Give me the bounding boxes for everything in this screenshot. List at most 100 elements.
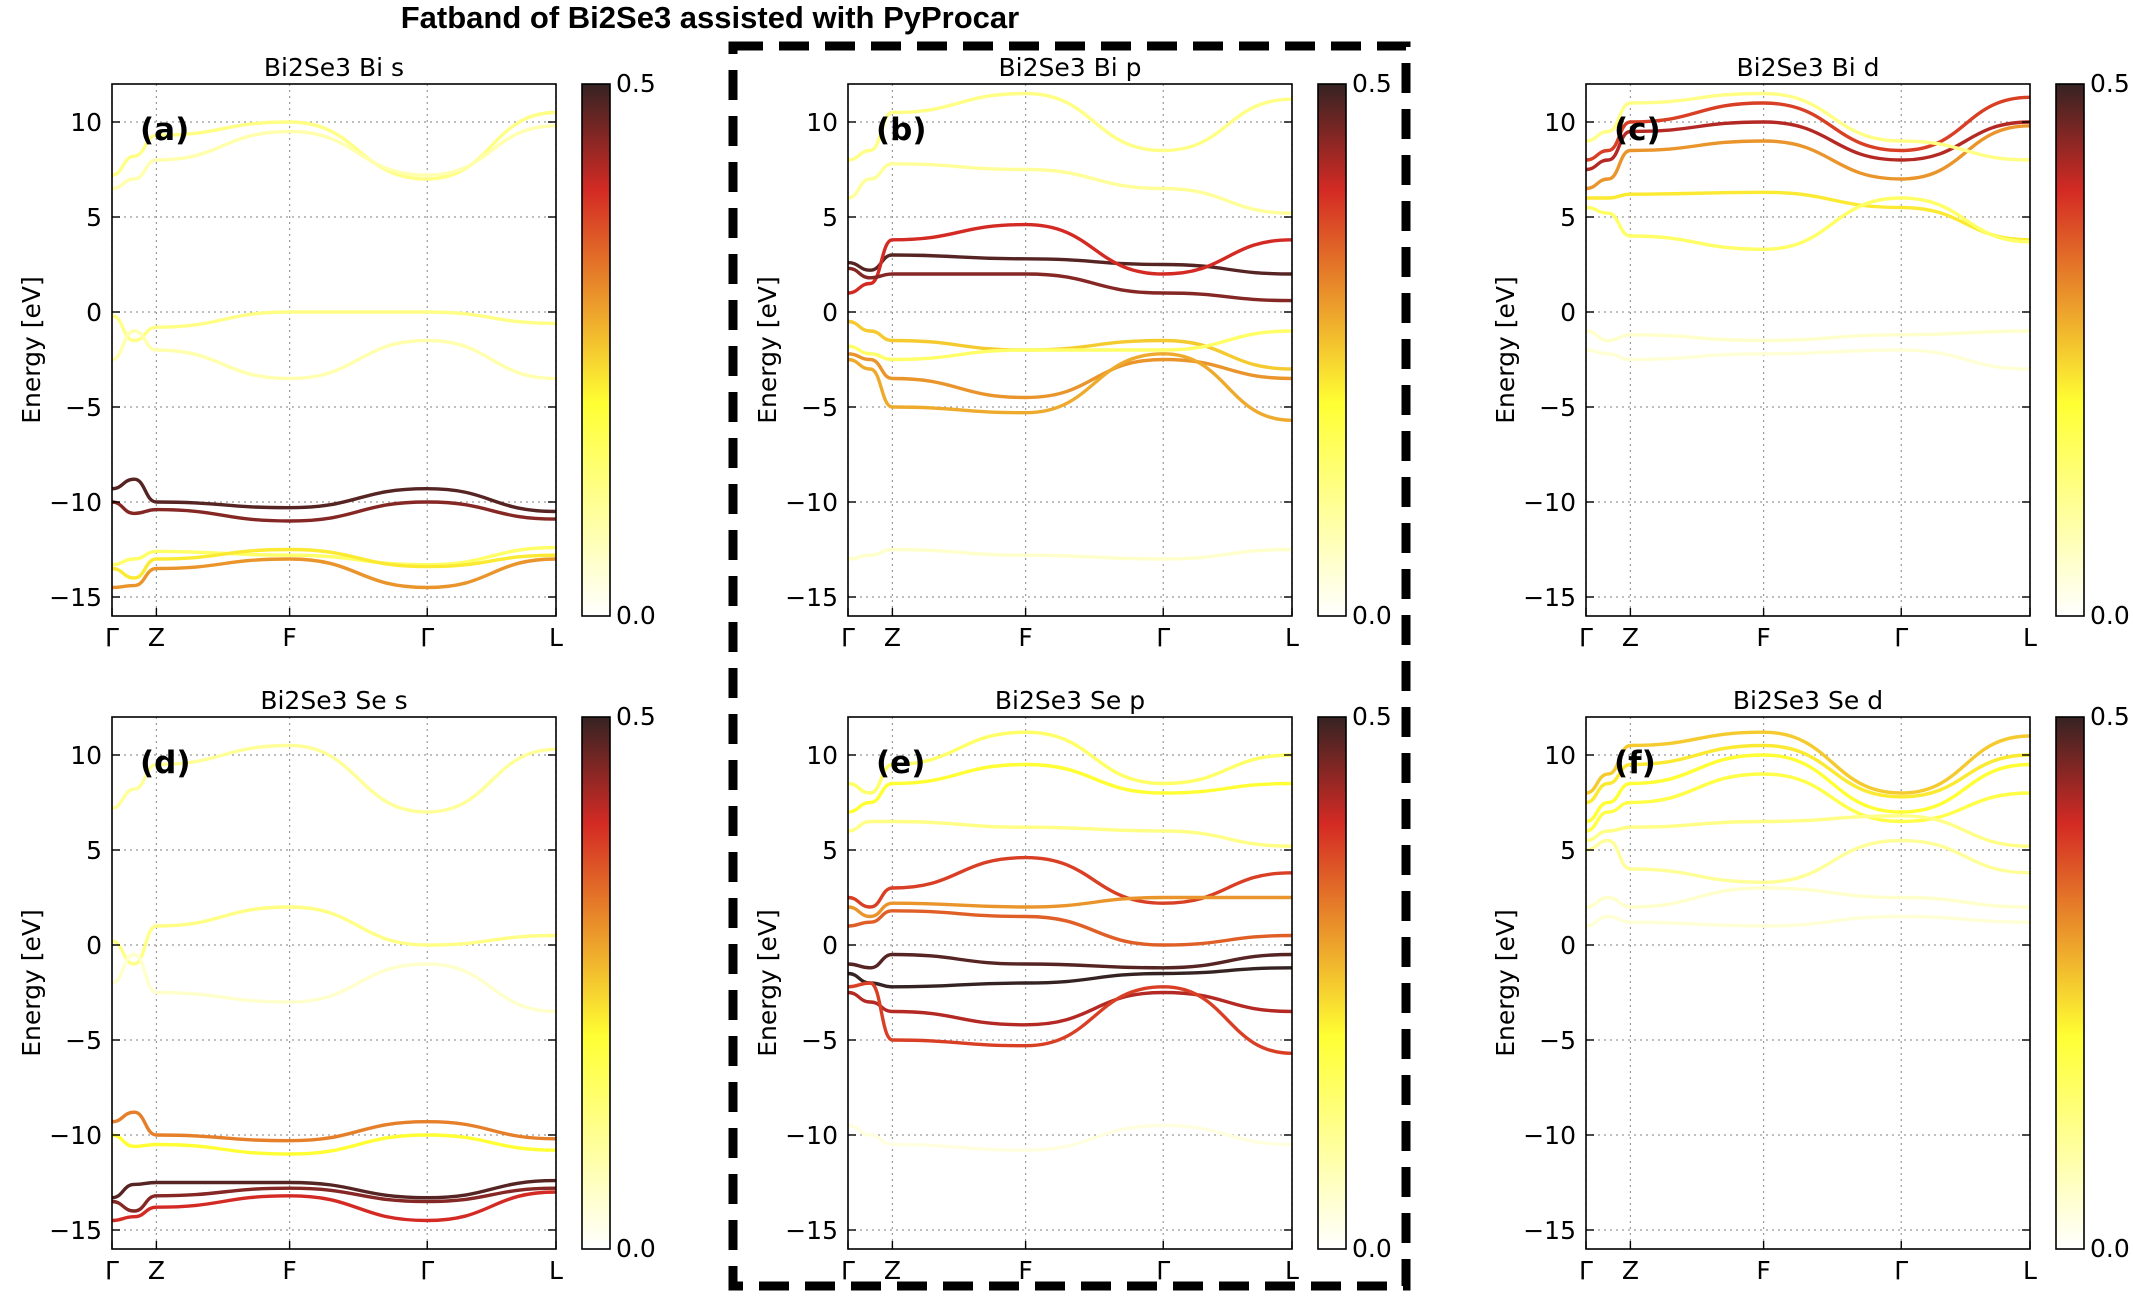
y-tick-label-0: 10: [806, 741, 838, 770]
band-c-1: [1586, 120, 2030, 172]
y-tick-label-4: −10: [785, 1121, 838, 1150]
panel-label: (f): [1614, 745, 1656, 781]
y-tick-label-4: −10: [49, 488, 102, 517]
colorbar-min-label: 0.0: [616, 601, 656, 630]
band-b-4: [848, 266, 1292, 303]
colorbar-max-label: 0.5: [1352, 69, 1392, 98]
colorbar-max-label: 0.5: [616, 702, 656, 731]
x-tick-label-0: Γ: [105, 623, 119, 652]
figure-title: Fatband of Bi2Se3 assisted with PyProcar: [400, 0, 1020, 35]
y-tick-label-2: 0: [86, 931, 102, 960]
band-f-3: [1586, 772, 2030, 833]
x-tick-label-4: L: [549, 1256, 563, 1285]
colorbar-min-label: 0.0: [1352, 1234, 1392, 1263]
band-d-7: [112, 1190, 556, 1223]
band-f-0: [1586, 730, 2030, 795]
band-e-6: [848, 952, 1292, 970]
band-a-2: [112, 310, 556, 343]
x-tick-label-3: Γ: [420, 623, 434, 652]
highlight-box: [728, 41, 1411, 1291]
y-axis-label: Energy [eV]: [1491, 276, 1520, 423]
y-tick-label-1: 5: [86, 836, 102, 865]
y-tick-label-0: 10: [70, 108, 102, 137]
x-tick-label-0: Γ: [1579, 1256, 1593, 1285]
y-axis-label: Energy [eV]: [753, 276, 782, 423]
y-tick-label-2: 0: [822, 298, 838, 327]
x-tick-label-4: L: [1285, 1256, 1299, 1285]
panel-label: (d): [140, 745, 191, 781]
band-e-10: [848, 1123, 1292, 1152]
y-tick-label-4: −10: [49, 1121, 102, 1150]
x-tick-label-4: L: [2023, 1256, 2037, 1285]
colorbar-min-label: 0.0: [616, 1234, 656, 1263]
band-c-0: [1586, 95, 2030, 162]
band-e-4: [848, 895, 1292, 919]
y-tick-label-5: −15: [1523, 583, 1576, 612]
y-tick-label-3: −5: [1539, 1026, 1576, 1055]
band-d-2: [112, 952, 556, 1014]
panel-label: (e): [876, 745, 925, 781]
y-tick-label-1: 5: [1560, 836, 1576, 865]
band-b-2: [848, 253, 1292, 276]
colorbar-min-label: 0.0: [2090, 1234, 2130, 1263]
y-tick-label-2: 0: [86, 298, 102, 327]
band-f-5: [1586, 838, 2030, 885]
colorbar-min-label: 0.0: [2090, 601, 2130, 630]
colorbar: [581, 716, 611, 1250]
band-a-4: [112, 477, 556, 514]
y-tick-label-0: 10: [1544, 741, 1576, 770]
colorbar: [1317, 716, 1347, 1250]
x-tick-label-1: Z: [148, 623, 165, 652]
band-f-2: [1586, 753, 2030, 824]
y-tick-label-0: 10: [70, 741, 102, 770]
x-tick-label-3: Γ: [1156, 623, 1170, 652]
x-tick-label-2: F: [1756, 623, 1770, 652]
x-tick-label-2: F: [282, 1256, 296, 1285]
band-c-5: [1586, 91, 2030, 162]
x-tick-label-2: F: [282, 623, 296, 652]
band-e-1: [848, 762, 1292, 814]
band-b-8: [848, 352, 1292, 422]
y-tick-label-2: 0: [1560, 931, 1576, 960]
x-tick-label-3: Γ: [1894, 623, 1908, 652]
band-b-0: [848, 91, 1292, 162]
y-tick-label-2: 0: [1560, 298, 1576, 327]
panel-label: (b): [876, 112, 927, 148]
panel-title: Bi2Se3 Se p: [995, 686, 1145, 715]
y-tick-label-3: −5: [1539, 393, 1576, 422]
y-tick-label-4: −10: [1523, 1121, 1576, 1150]
colorbar-max-label: 0.5: [2090, 702, 2130, 731]
band-e-9: [848, 981, 1292, 1055]
y-tick-label-0: 10: [1544, 108, 1576, 137]
y-tick-label-1: 5: [822, 836, 838, 865]
band-d-4: [112, 1133, 556, 1156]
x-tick-label-1: Z: [884, 623, 901, 652]
band-c-2: [1586, 124, 2030, 191]
y-tick-label-4: −10: [1523, 488, 1576, 517]
band-e-5: [848, 909, 1292, 947]
y-axis-label: Energy [eV]: [17, 909, 46, 1056]
band-f-1: [1586, 743, 2030, 805]
band-e-0: [848, 730, 1292, 795]
band-a-3: [112, 329, 556, 381]
band-c-6: [1586, 329, 2030, 343]
x-tick-label-2: F: [1018, 623, 1032, 652]
y-tick-label-1: 5: [822, 203, 838, 232]
panel-label: (a): [140, 112, 189, 148]
x-tick-label-0: Γ: [1579, 623, 1593, 652]
y-axis-label: Energy [eV]: [17, 276, 46, 423]
colorbar: [2055, 716, 2085, 1250]
x-tick-label-3: Γ: [1156, 1256, 1170, 1285]
y-tick-label-1: 5: [1560, 203, 1576, 232]
y-tick-label-5: −15: [49, 583, 102, 612]
x-tick-label-2: F: [1018, 1256, 1032, 1285]
x-tick-label-0: Γ: [105, 1256, 119, 1285]
x-tick-label-1: Z: [1622, 1256, 1639, 1285]
colorbar-max-label: 0.5: [2090, 69, 2130, 98]
band-b-3: [848, 222, 1292, 295]
